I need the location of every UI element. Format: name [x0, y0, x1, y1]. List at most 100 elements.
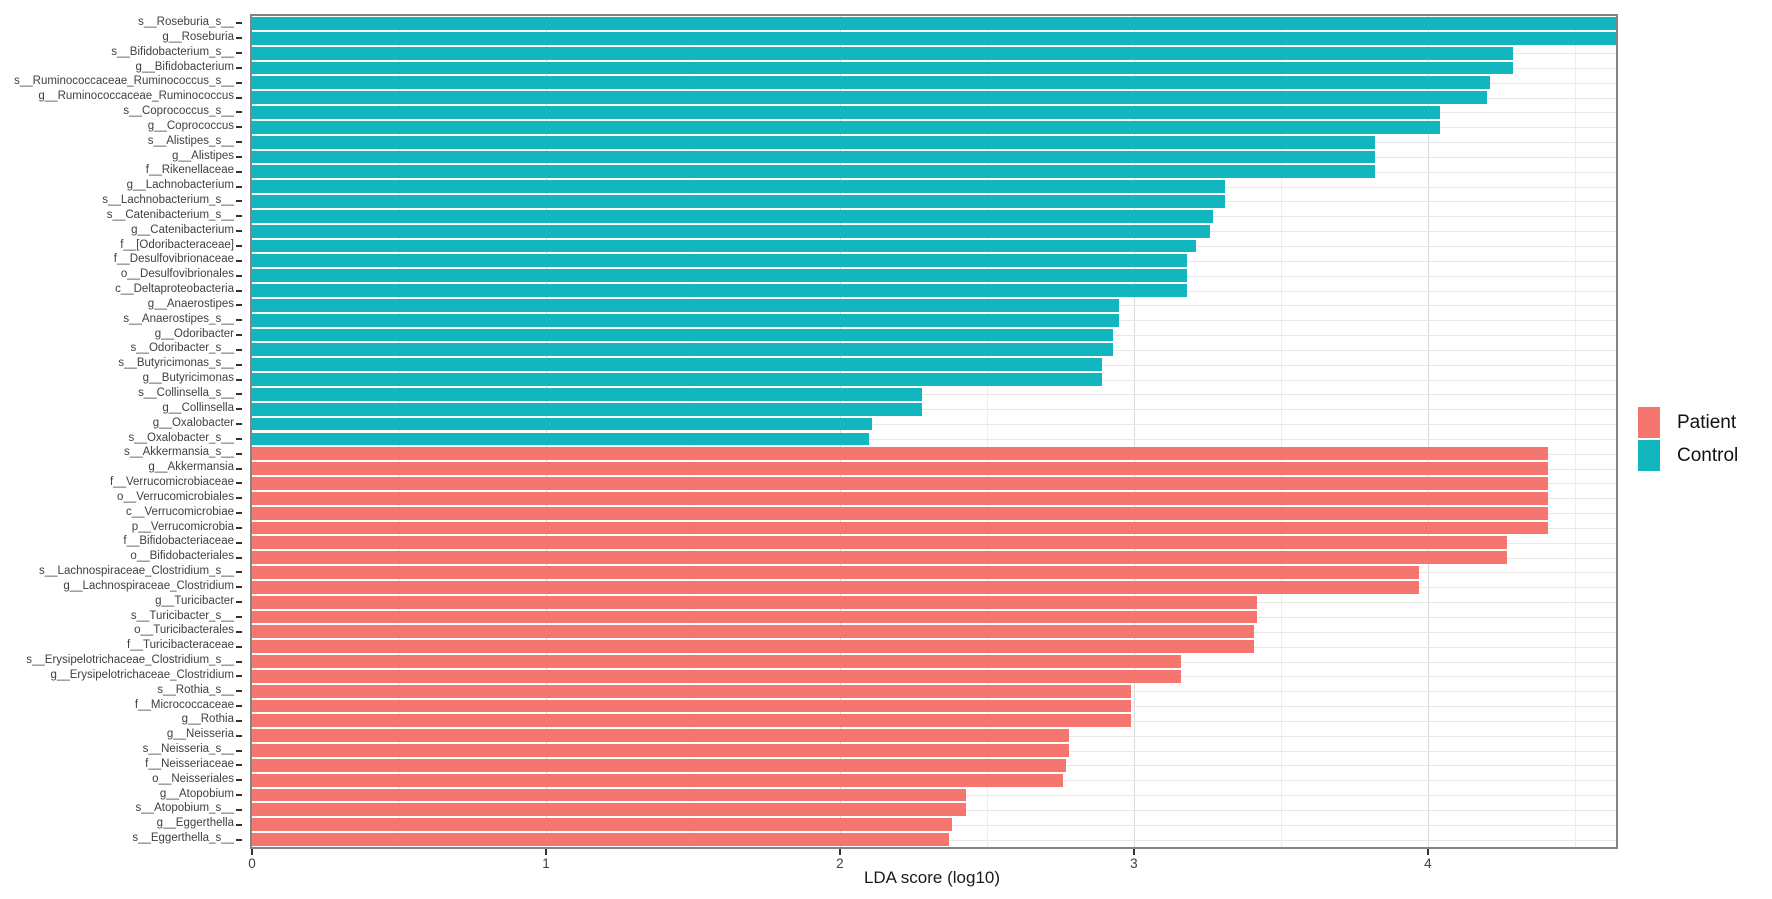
bar-s__Oxalobacter_s__	[252, 432, 870, 446]
x-axis-title: LDA score (log10)	[863, 868, 1001, 887]
bar-s__Coprococcus_s__	[252, 106, 1440, 119]
bar-g__Lachnobacterium	[252, 180, 1226, 194]
gridline-minor	[986, 16, 988, 847]
y-axis-label: g__Oxalobacter	[152, 416, 234, 429]
bar-g__Bifidobacterium	[252, 61, 1514, 75]
bar-g__Catenibacterium	[252, 224, 1211, 238]
x-tick-label: 1	[542, 856, 550, 871]
gridline-major	[839, 16, 841, 847]
y-axis-label: g__Lachnobacterium	[126, 179, 234, 192]
bar-s__Rothia_s__	[252, 684, 1131, 698]
y-tick-mark	[236, 586, 242, 589]
bar-s__Eggerthella_s__	[252, 833, 949, 846]
y-tick-mark	[236, 81, 242, 84]
y-tick-mark	[236, 22, 242, 25]
bar-f__[Odoribacteraceae]	[252, 239, 1196, 253]
y-tick-mark	[236, 764, 242, 767]
bar-s__Turicibacter_s__	[252, 610, 1258, 624]
bar-o__Verrucomicrobiales	[252, 491, 1549, 505]
y-tick-mark	[236, 334, 242, 337]
bar-s__Anaerostipes_s__	[252, 313, 1120, 327]
gridline-row	[252, 394, 1616, 396]
y-axis-label: s__Roseburia_s__	[138, 16, 234, 28]
x-tick-mark	[251, 849, 253, 855]
y-axis-label: s__Catenibacterium_s__	[106, 208, 234, 221]
y-tick-mark	[236, 363, 242, 366]
bar-g__Roseburia	[252, 31, 1616, 45]
y-tick-mark	[236, 393, 242, 396]
bar-g__Atopobium	[252, 788, 967, 802]
legend-label-control: Control	[1677, 444, 1739, 466]
bar-g__Neisseria	[252, 729, 1070, 743]
gridline-minor	[398, 16, 400, 847]
y-axis-label: g__Neisseria	[166, 728, 234, 741]
bar-c__Deltaproteobacteria	[252, 284, 1187, 297]
y-axis-label: s__Oxalobacter_s__	[128, 431, 234, 444]
y-tick-mark	[236, 512, 242, 515]
x-tick-label: 4	[1424, 856, 1432, 871]
y-axis-label: f__Desulfovibrionaceae	[113, 253, 234, 266]
gridline-row	[252, 409, 1616, 411]
y-tick-mark	[236, 155, 242, 158]
gridline-minor	[1574, 16, 1576, 847]
y-tick-mark	[236, 185, 242, 188]
y-tick-mark	[236, 52, 242, 55]
y-axis-label: g__Turicibacter	[155, 594, 234, 607]
y-axis-label: s__Eggerthella_s__	[132, 832, 234, 845]
y-tick-mark	[236, 304, 242, 307]
bar-g__Akkermansia	[252, 462, 1549, 475]
y-tick-mark	[236, 823, 242, 826]
bar-f__Bifidobacteriaceae	[252, 536, 1508, 550]
legend-item-control: Control	[1638, 439, 1738, 472]
y-tick-mark	[236, 348, 242, 351]
x-tick-label: 0	[248, 856, 256, 871]
y-tick-mark	[236, 452, 242, 455]
bar-o__Bifidobacteriales	[252, 551, 1508, 565]
bar-g__Rothia	[252, 714, 1131, 728]
y-axis-label: s__Atopobium_s__	[135, 802, 234, 815]
y-tick-mark	[236, 645, 242, 648]
gridline-minor	[692, 16, 694, 847]
y-axis-label: g__Eggerthella	[156, 817, 234, 830]
y-tick-mark	[236, 274, 242, 277]
y-tick-mark	[236, 630, 242, 633]
y-axis-label: g__Coprococcus	[147, 119, 234, 132]
y-tick-mark	[236, 319, 242, 322]
x-tick-mark	[544, 849, 547, 855]
gridline-major	[1133, 16, 1135, 847]
y-axis-label: g__Alistipes	[171, 149, 234, 162]
bar-s__Bifidobacterium_s__	[252, 46, 1514, 60]
y-tick-mark	[236, 482, 242, 485]
y-axis-label: o__Turicibacterales	[134, 624, 234, 637]
y-axis-label: s__Turicibacter_s__	[130, 609, 234, 622]
bar-s__Lachnobacterium_s__	[252, 195, 1226, 208]
y-axis-label: g__Rothia	[181, 713, 234, 726]
y-tick-mark	[236, 96, 242, 99]
y-axis-label: c__Verrucomicrobiae	[125, 505, 234, 518]
y-tick-mark	[236, 779, 242, 782]
y-tick-mark	[236, 526, 242, 529]
y-tick-mark	[236, 615, 242, 618]
y-tick-mark	[236, 749, 242, 752]
bar-s__Alistipes_s__	[252, 135, 1375, 149]
bar-s__Erysipelotrichaceae_Clostridium_s__	[252, 655, 1181, 668]
bar-g__Erysipelotrichaceae_Clostridium	[252, 669, 1181, 683]
bar-f__Desulfovibrionaceae	[252, 254, 1187, 268]
y-axis-label: s__Coprococcus_s__	[123, 105, 234, 118]
y-axis-label: g__Collinsella	[162, 401, 234, 414]
y-axis-label: s__Lachnospiraceae_Clostridium_s__	[39, 565, 234, 578]
y-tick-mark	[236, 245, 242, 247]
y-axis-label: g__Lachnospiraceae_Clostridium	[63, 579, 234, 592]
patient-color-swatch	[1638, 407, 1660, 438]
bar-f__Neisseriaceae	[252, 758, 1067, 772]
x-tick-label: 3	[1130, 856, 1138, 871]
bar-g__Ruminococcaceae_Ruminococcus	[252, 91, 1487, 105]
y-tick-mark	[236, 111, 242, 114]
y-tick-mark	[236, 467, 242, 470]
y-axis-label: f__Neisseriaceae	[145, 757, 234, 770]
bar-f__Rikenellaceae	[252, 165, 1375, 179]
y-tick-mark	[236, 437, 242, 440]
bar-o__Desulfovibrionales	[252, 269, 1187, 283]
legend-label-patient: Patient	[1677, 411, 1737, 433]
y-axis-label: s__Anaerostipes_s__	[123, 312, 234, 325]
